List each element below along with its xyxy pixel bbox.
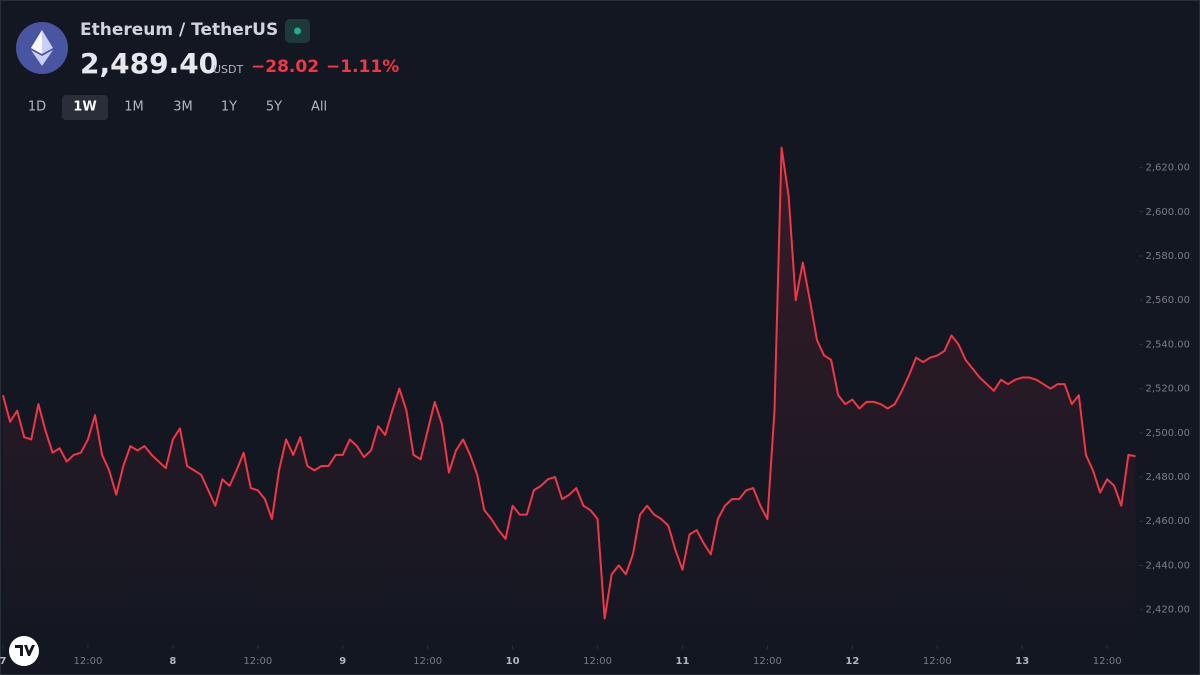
- logo[interactable]: [9, 636, 39, 666]
- period-label[interactable]: 5Y: [266, 100, 282, 115]
- price-change: −28.02: [251, 57, 319, 77]
- period-button[interactable]: All: [311, 100, 327, 115]
- plot: 2,420.00 2,440.00 2,460.00 2,480.00 2,500.00…: [0, 146, 1190, 667]
- y-tick-label: 2,420.00: [1145, 605, 1190, 616]
- period-label[interactable]: 1M: [124, 100, 144, 115]
- period-selector: 1D 1W 1M 3M 1Y 5Y All: [28, 95, 327, 120]
- period-button[interactable]: 1D: [28, 100, 46, 115]
- price-change-percent: −1.11%: [326, 57, 399, 77]
- x-tick-label: 12: [845, 656, 859, 667]
- period-label[interactable]: 1Y: [221, 100, 237, 115]
- x-tick-label: 7: [0, 656, 7, 667]
- market-status[interactable]: [285, 19, 310, 43]
- x-tick-label: 12:00: [1093, 656, 1122, 667]
- period-button[interactable]: 1M: [124, 100, 144, 115]
- period-label[interactable]: 3M: [173, 100, 193, 115]
- y-tick-label: 2,560.00: [1145, 295, 1190, 306]
- period-button[interactable]: 3M: [173, 100, 193, 115]
- period-label[interactable]: All: [311, 100, 327, 115]
- price: 2,489.40: [80, 47, 218, 80]
- period-button[interactable]: 1Y: [221, 100, 237, 115]
- x-tick-label: 12:00: [243, 656, 272, 667]
- symbol-name: Ethereum / TetherUS: [80, 20, 278, 40]
- y-tick-label: 2,460.00: [1145, 516, 1190, 527]
- x-tick-label: 12:00: [413, 656, 442, 667]
- price-unit: USDT: [213, 63, 244, 76]
- y-tick-label: 2,520.00: [1145, 384, 1190, 395]
- y-tick-label: 2,600.00: [1145, 207, 1190, 218]
- y-tick-label: 2,580.00: [1145, 251, 1190, 262]
- period-label[interactable]: 1D: [28, 100, 46, 115]
- price-line: [2, 146, 1136, 620]
- x-tick-label: 10: [506, 656, 520, 667]
- x-tick-label: 9: [339, 656, 346, 667]
- x-tick-label: 12:00: [583, 656, 612, 667]
- x-tick-label: 13: [1015, 656, 1029, 667]
- y-tick-label: 2,540.00: [1145, 339, 1190, 350]
- period-button[interactable]: 5Y: [266, 100, 282, 115]
- period-button-bg[interactable]: [62, 95, 108, 120]
- symbol-icon: [16, 22, 68, 74]
- y-tick-label: 2,620.00: [1145, 163, 1190, 174]
- period-button[interactable]: 1W: [62, 95, 108, 120]
- area-fill: [3, 147, 1136, 645]
- x-tick-label: 8: [169, 656, 176, 667]
- x-tick-label: 12:00: [753, 656, 782, 667]
- y-tick-label: 2,440.00: [1145, 560, 1190, 571]
- period-label[interactable]: 1W: [73, 100, 96, 115]
- x-tick-label: 11: [676, 656, 690, 667]
- x-tick-label: 12:00: [74, 656, 103, 667]
- y-tick-label: 2,480.00: [1145, 472, 1190, 483]
- x-tick-label: 12:00: [923, 656, 952, 667]
- y-tick-label: 2,500.00: [1145, 428, 1190, 439]
